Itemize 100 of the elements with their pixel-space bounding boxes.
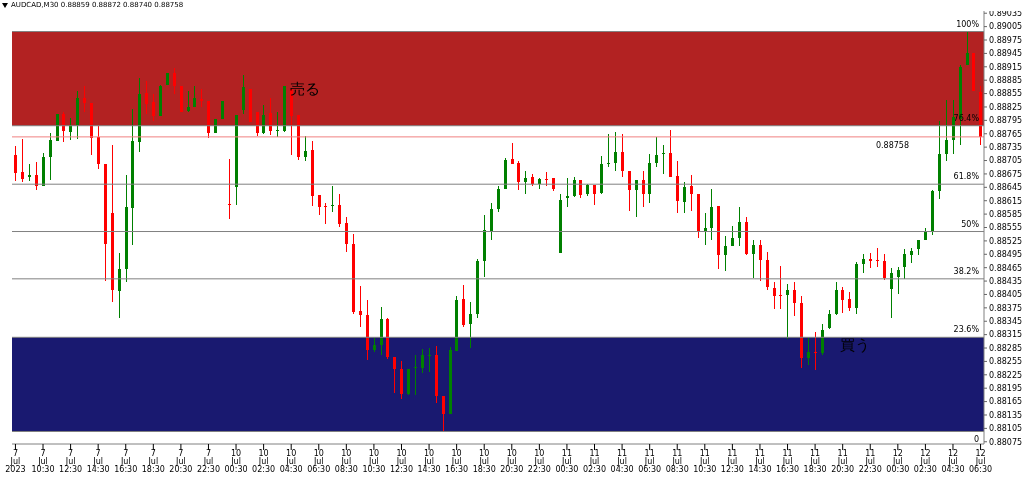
y-tick-label: 0.88375 xyxy=(989,303,1023,313)
y-tick-label: 0.88705 xyxy=(989,156,1023,166)
x-tick-label: 7 Jul 14:30 xyxy=(86,449,110,474)
x-tick-label: 10 Jul 22:30 xyxy=(527,449,551,474)
candlestick xyxy=(773,281,776,310)
y-tick-label: 0.88975 xyxy=(989,35,1023,45)
x-tick-label: 12 Jul 06:30 xyxy=(969,449,993,474)
candlestick xyxy=(276,111,279,138)
candlestick xyxy=(573,176,576,198)
annotation: 0 xyxy=(973,435,979,445)
y-tick-label: 0.88525 xyxy=(989,236,1023,246)
x-tick-label: 10 Jul 08:30 xyxy=(334,449,358,474)
y-tick-label: 0.88435 xyxy=(989,276,1023,286)
candlestick xyxy=(759,239,762,282)
x-tick-label: 7 Jul 12:30 xyxy=(59,449,83,474)
candlestick xyxy=(731,225,734,247)
x-tick-label: 7 Jul 16:30 xyxy=(114,449,138,474)
annotation: 100% xyxy=(956,19,980,29)
y-tick-label: 0.88675 xyxy=(989,169,1023,179)
x-tick-label: 10 Jul 06:30 xyxy=(307,449,331,474)
candlestick xyxy=(304,135,307,162)
candlestick xyxy=(242,74,245,115)
candlestick xyxy=(14,145,17,182)
candlestick xyxy=(152,93,155,122)
candlestick xyxy=(966,31,969,66)
candlestick xyxy=(945,99,948,162)
x-tick-label: 7 Jul 18:30 xyxy=(141,449,165,474)
x-tick-label: 10 Jul 18:30 xyxy=(472,449,496,474)
y-tick-label: 0.88645 xyxy=(989,183,1023,193)
x-tick-label: 7 Jul 2023 xyxy=(5,449,26,474)
candlestick xyxy=(821,323,824,356)
candlestick xyxy=(566,177,569,208)
candlestick xyxy=(256,111,259,137)
candlestick xyxy=(828,309,831,330)
x-tick-label: 11 Jul 00:30 xyxy=(555,449,579,474)
candlestick xyxy=(903,248,906,280)
y-tick-label: 0.88495 xyxy=(989,250,1023,260)
candlestick xyxy=(704,212,707,246)
annotation: 50% xyxy=(961,219,980,229)
y-tick-label: 0.88465 xyxy=(989,263,1023,273)
candlestick xyxy=(683,181,686,214)
y-tick-label: 0.88615 xyxy=(989,196,1023,206)
candlestick xyxy=(228,158,231,220)
candlestick xyxy=(331,185,334,213)
candlestick xyxy=(442,395,445,432)
y-tick-label: 0.88735 xyxy=(989,142,1023,152)
candlestick xyxy=(428,347,431,373)
x-tick-label: 11 Jul 02:30 xyxy=(582,449,607,474)
candlestick xyxy=(35,161,38,191)
y-tick-label: 0.88255 xyxy=(989,357,1023,367)
x-tick-label: 10 Jul 10:30 xyxy=(362,449,386,474)
candlestick xyxy=(690,174,693,212)
y-tick-label: 0.88195 xyxy=(989,384,1023,394)
candlestick xyxy=(607,133,610,168)
x-tick-label: 7 Jul 22:30 xyxy=(196,449,220,474)
x-tick-label: 10 Jul 04:30 xyxy=(279,449,303,474)
candlestick xyxy=(187,90,190,113)
annotation: 38.2% xyxy=(953,266,980,276)
y-tick-label: 0.88555 xyxy=(989,223,1023,233)
candlestick xyxy=(621,133,624,178)
candlestick xyxy=(345,216,348,253)
candlestick xyxy=(497,185,500,213)
candlestick xyxy=(200,88,203,108)
annotation: 売る xyxy=(290,80,320,99)
x-tick-label: 10 Jul 14:30 xyxy=(417,449,441,474)
candlestick xyxy=(69,117,72,141)
y-tick-label: 0.88405 xyxy=(989,290,1023,300)
candlestick xyxy=(807,337,810,366)
candlestick xyxy=(359,285,362,328)
x-tick-label: 11 Jul 22:30 xyxy=(858,449,882,474)
y-tick-label: 0.88765 xyxy=(989,129,1023,139)
candlestick xyxy=(738,206,741,247)
annotation: 61.8% xyxy=(953,172,980,182)
ref-line-label: 0.88758 xyxy=(875,140,909,150)
y-tick-label: 0.88285 xyxy=(989,343,1023,353)
candlestick xyxy=(883,253,886,281)
x-tick-label: 12 Jul 00:30 xyxy=(886,449,910,474)
candlestick xyxy=(724,235,727,272)
y-tick-label: 0.88135 xyxy=(989,410,1023,420)
y-tick-label: 0.88225 xyxy=(989,370,1023,380)
y-tick-label: 0.88945 xyxy=(989,49,1023,59)
candlestick xyxy=(752,239,755,279)
candlestick xyxy=(62,111,65,143)
x-tick-label: 11 Jul 04:30 xyxy=(610,449,634,474)
y-tick-label: 0.88165 xyxy=(989,397,1023,407)
x-tick-label: 11 Jul 10:30 xyxy=(693,449,717,474)
y-tick-label: 0.88795 xyxy=(989,116,1023,126)
candlestick xyxy=(614,131,617,172)
candlestick xyxy=(118,252,121,319)
candlestick xyxy=(669,129,672,178)
y-tick-label: 0.88885 xyxy=(989,76,1023,86)
candlestick xyxy=(814,331,817,371)
y-tick-label: 0.88825 xyxy=(989,102,1023,112)
candlestick xyxy=(393,356,396,394)
y-tick-label: 0.88585 xyxy=(989,209,1023,219)
candlestick xyxy=(262,104,265,135)
x-tick-label: 11 Jul 20:30 xyxy=(831,449,855,474)
candlestick xyxy=(662,144,665,175)
x-tick-label: 11 Jul 06:30 xyxy=(638,449,662,474)
candlestick xyxy=(83,85,86,113)
